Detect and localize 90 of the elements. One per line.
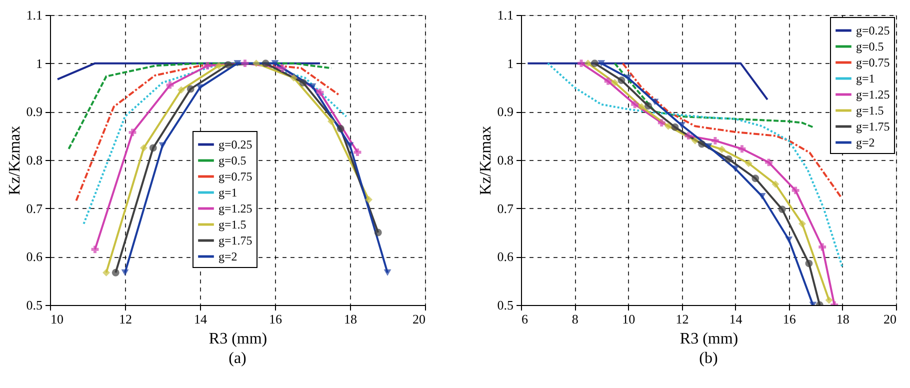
x-tick-label: 20 [412, 312, 426, 326]
x-tick-label: 10 [50, 312, 64, 326]
point [644, 102, 652, 110]
x-tick-label: 6 [522, 312, 528, 326]
y-tick-label: 0.7 [26, 200, 43, 216]
point [805, 260, 813, 268]
point [624, 74, 632, 82]
text: (b) [699, 350, 718, 367]
x-tick-label: 8 [572, 312, 578, 326]
point [651, 98, 659, 106]
legend-label: g=2 [856, 136, 875, 150]
x-tick-label: 16 [269, 312, 282, 326]
x-tick-label: 16 [782, 312, 796, 326]
legend-label: g=1 [218, 186, 238, 200]
x-tick-label: 18 [836, 312, 850, 326]
point [658, 119, 666, 126]
legend-label: g=0.75 [856, 56, 890, 70]
x-tick-label: 14 [729, 312, 743, 326]
legend-label: g=1.25 [856, 88, 890, 102]
x-tick-label: 10 [622, 312, 636, 326]
legend-label: g=1.5 [856, 104, 884, 118]
y-tick-label: 1 [36, 56, 42, 71]
point [752, 174, 760, 182]
y-tick-label: 0.6 [497, 249, 514, 264]
point [611, 78, 618, 86]
legend-label: g=0.25 [218, 138, 252, 152]
point [704, 143, 712, 150]
legend-label: g=1.75 [856, 120, 890, 134]
point [664, 122, 672, 130]
point [678, 122, 686, 128]
point [698, 140, 706, 148]
line-series [622, 62, 842, 198]
legend-label: g=0.25 [856, 24, 890, 38]
legend-label: g=0.75 [218, 170, 252, 184]
point [798, 220, 806, 228]
legend-label: g=1 [856, 72, 875, 86]
point [671, 123, 679, 131]
legend-label: g=0.5 [856, 40, 884, 54]
legend-label: g=1.5 [218, 218, 246, 232]
point [758, 193, 766, 200]
y-tick-label: 0.9 [26, 104, 42, 120]
line-series [546, 62, 844, 268]
y-axis-title: Kz/Kzmax [477, 126, 494, 196]
point [598, 60, 606, 67]
point [718, 146, 726, 154]
y-tick-label: 1 [507, 56, 514, 71]
point [825, 296, 833, 304]
y-tick-label: 0.5 [497, 298, 514, 312]
legend-label: g=1.25 [218, 202, 252, 216]
point [684, 132, 692, 140]
point [631, 100, 639, 108]
x-tick-label: 12 [119, 312, 132, 326]
line-series [614, 62, 814, 128]
y-tick-label: 0.5 [26, 298, 42, 312]
point [584, 60, 592, 68]
point [590, 60, 598, 68]
point [618, 76, 626, 84]
text: (a) [228, 350, 246, 367]
legend-label: g=2 [218, 250, 238, 264]
x-tick-label: 20 [884, 312, 896, 326]
y-tick-label: 0.9 [497, 104, 514, 120]
x-tick-label: 14 [194, 312, 208, 326]
point [772, 180, 780, 188]
legend-label: g=1.75 [218, 234, 252, 248]
legend-label: g=0.5 [218, 154, 246, 168]
point [818, 243, 826, 251]
point [724, 155, 732, 163]
x-axis-title: R3 (mm) [208, 330, 268, 348]
y-tick-label: 1.1 [497, 8, 514, 22]
point [732, 165, 739, 172]
y-axis-title: Kz/Kzmax [6, 126, 24, 196]
point [778, 206, 786, 213]
x-tick-label: 12 [676, 312, 689, 326]
point [785, 236, 793, 243]
point [738, 145, 746, 153]
x-axis-title: R3 (mm) [680, 330, 738, 348]
y-tick-label: 1.1 [26, 8, 42, 22]
point [578, 60, 585, 68]
y-tick-label: 0.8 [26, 152, 42, 168]
point [604, 78, 612, 85]
point [744, 160, 752, 168]
point [638, 103, 646, 111]
x-tick-label: 18 [344, 312, 357, 326]
y-tick-label: 0.8 [497, 152, 514, 168]
point [792, 186, 800, 194]
point [711, 136, 719, 144]
point [691, 136, 699, 144]
y-tick-label: 0.6 [26, 249, 43, 264]
y-tick-label: 0.7 [497, 200, 514, 216]
point [765, 158, 772, 166]
